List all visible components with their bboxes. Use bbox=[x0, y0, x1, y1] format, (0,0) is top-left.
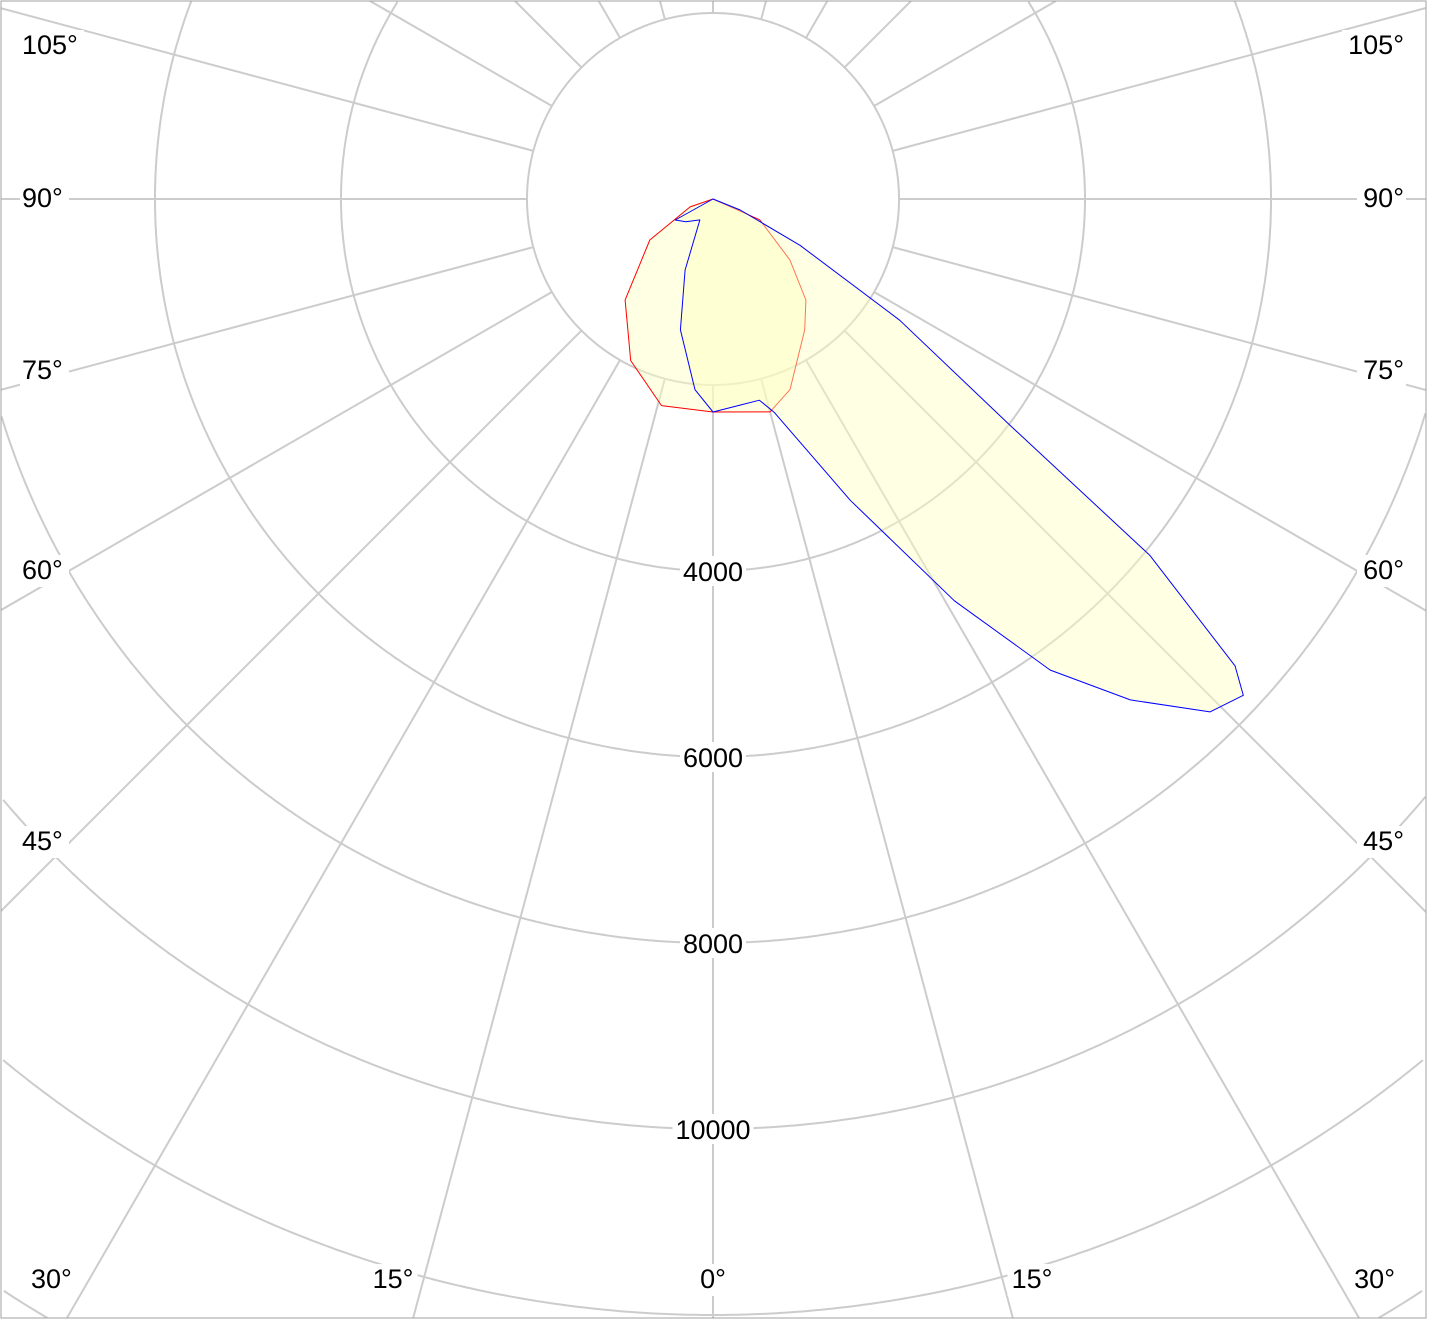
radial-gridline bbox=[892, 6, 1426, 152]
curves bbox=[624, 198, 1244, 713]
radial-gridline bbox=[369, 1, 553, 107]
radial-gridline bbox=[597, 1, 621, 39]
radial-tick-label: 6000 bbox=[683, 743, 743, 773]
radial-gridline bbox=[805, 359, 1360, 1318]
radial-gridline bbox=[892, 246, 1426, 392]
radial-tick-label: 4000 bbox=[683, 557, 743, 587]
angle-tick-label: 45° bbox=[22, 826, 63, 856]
radial-gridcircle bbox=[2, 1059, 1424, 1316]
radial-gridline bbox=[873, 1, 1057, 107]
angle-tick-label: 90° bbox=[22, 183, 63, 213]
angle-tick-label: 15° bbox=[1012, 1264, 1053, 1294]
radial-gridcircle bbox=[2, 796, 1426, 1130]
radial-gridline bbox=[658, 1, 666, 20]
angle-tick-label: 30° bbox=[1354, 1264, 1395, 1294]
angle-tick-label: 105° bbox=[22, 30, 78, 60]
radial-gridline bbox=[514, 1, 583, 69]
radial-gridcircle bbox=[154, 1, 1272, 758]
series-curve-1 bbox=[624, 198, 807, 413]
angle-tick-label: 75° bbox=[1363, 355, 1404, 385]
radial-gridline bbox=[843, 1, 912, 69]
angle-tick-label: 90° bbox=[1363, 183, 1404, 213]
radial-gridline bbox=[805, 1, 829, 39]
angle-tick-label: 45° bbox=[1363, 826, 1404, 856]
radial-gridline bbox=[66, 359, 621, 1318]
angle-tick-label: 0° bbox=[700, 1264, 726, 1294]
radial-gridcircle bbox=[526, 12, 900, 386]
angle-tick-label: 15° bbox=[373, 1264, 414, 1294]
radial-gridline bbox=[412, 378, 666, 1318]
radial-gridline bbox=[1, 291, 553, 611]
radial-gridline bbox=[843, 329, 1426, 913]
radial-gridline bbox=[1, 246, 534, 391]
radial-gridline bbox=[1, 329, 583, 912]
angle-tick-label: 60° bbox=[22, 555, 63, 585]
radial-tick-label: 8000 bbox=[683, 929, 743, 959]
radial-gridcircle bbox=[3, 1290, 1423, 1318]
radial-gridline bbox=[1, 7, 534, 152]
radial-gridcircle bbox=[340, 1, 1086, 572]
radial-gridline bbox=[760, 1, 768, 20]
angle-tick-label: 60° bbox=[1363, 555, 1404, 585]
angle-tick-label: 75° bbox=[22, 355, 63, 385]
series-curve-2 bbox=[674, 198, 1244, 713]
radial-gridline bbox=[873, 291, 1426, 612]
angle-tick-label: 105° bbox=[1348, 30, 1404, 60]
radial-gridline bbox=[760, 378, 1014, 1318]
labels: 4000 6000 8000 10000 105° 105° 90° 90° 75° 75° 60°… bbox=[20, 30, 1406, 1296]
angle-tick-label: 30° bbox=[31, 1264, 72, 1294]
radial-tick-label: 10000 bbox=[675, 1115, 750, 1145]
